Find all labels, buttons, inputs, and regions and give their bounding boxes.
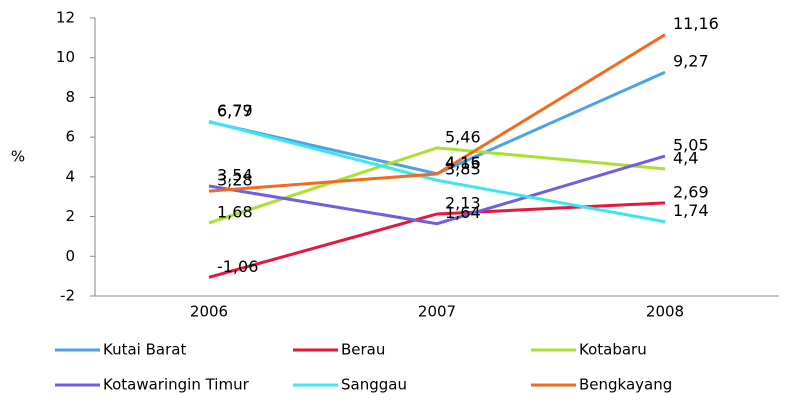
data-label: 4,15 <box>445 153 481 172</box>
data-label: 5,05 <box>673 136 709 155</box>
y-tick-label: 2 <box>65 207 75 225</box>
series-line <box>208 70 666 176</box>
data-label: 2,13 <box>445 193 481 212</box>
x-tick-label: 2008 <box>646 303 684 321</box>
series-line <box>208 120 666 224</box>
data-label: 4,16 <box>445 153 481 172</box>
y-tick-label: 8 <box>65 88 75 106</box>
data-label: 11,16 <box>673 14 719 33</box>
legend-label: Kutai Barat <box>103 341 186 359</box>
data-label: 2,69 <box>673 182 709 201</box>
y-tick-label: 10 <box>56 48 75 66</box>
data-label: 3,54 <box>217 165 253 184</box>
legend-label: Bengkayang <box>579 376 672 394</box>
legend-label: Kotabaru <box>579 341 647 359</box>
data-label: 6,79 <box>217 101 253 120</box>
y-tick-label: -2 <box>60 287 75 305</box>
x-tick-label: 2007 <box>418 303 456 321</box>
y-tick-label: 0 <box>65 247 75 265</box>
y-tick-label: 6 <box>65 128 75 146</box>
data-label: 1,74 <box>673 201 709 220</box>
legend-label: Berau <box>341 341 385 359</box>
series-line <box>208 33 666 193</box>
data-label: 4,4 <box>673 148 698 167</box>
y-tick-label: 12 <box>56 9 75 27</box>
data-label: 5,46 <box>445 127 481 146</box>
data-label: -1,06 <box>217 257 258 276</box>
x-tick-label: 2006 <box>190 303 228 321</box>
data-label: 9,27 <box>673 52 709 71</box>
legend-label: Kotawaringin Timur <box>103 376 250 394</box>
data-label: 3,83 <box>445 160 481 179</box>
data-label: 1,64 <box>445 203 481 222</box>
y-axis-label: % <box>11 148 25 166</box>
data-label: 3,28 <box>217 171 253 190</box>
legend-label: Sanggau <box>341 376 407 394</box>
series-line <box>208 154 666 226</box>
data-label: 6,77 <box>217 101 253 120</box>
y-tick-label: 4 <box>65 167 75 185</box>
data-label: 1,68 <box>217 202 253 221</box>
series-line <box>208 201 666 279</box>
